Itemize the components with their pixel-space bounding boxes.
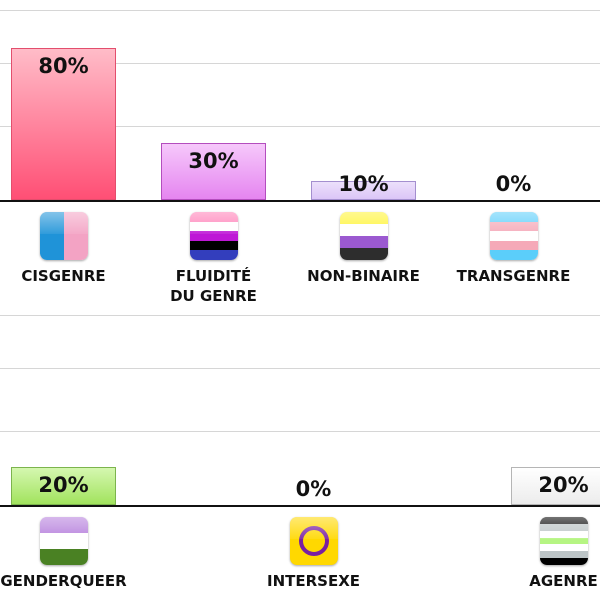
flag-stripe bbox=[489, 240, 538, 251]
bar-genderqueer bbox=[11, 467, 116, 505]
flag-stripe bbox=[339, 224, 388, 236]
transgender-flag-icon bbox=[489, 212, 538, 260]
value-label-transgenre: 0% bbox=[495, 172, 532, 196]
category-label-cisgenre: CISGENRE bbox=[21, 267, 106, 285]
flag-stripe bbox=[189, 212, 238, 222]
flag-stripe bbox=[539, 551, 588, 559]
flag-stripe bbox=[339, 212, 388, 224]
flag-stripe bbox=[339, 236, 388, 248]
category-label-agenre: AGENRE bbox=[529, 572, 598, 590]
flag-stripe bbox=[189, 240, 238, 251]
flag-gloss bbox=[189, 212, 238, 235]
grid-line bbox=[0, 10, 600, 11]
flag-stripe bbox=[189, 250, 238, 260]
flag-gloss bbox=[339, 212, 388, 235]
grid-line bbox=[0, 63, 600, 64]
chart-bottom: 20% GENDERQUEER 0% INTERSEXE 20% AGENRE bbox=[0, 305, 600, 595]
flag-stripe bbox=[539, 537, 588, 545]
flag-half bbox=[63, 212, 88, 260]
value-label-fluidit-du-genre: 30% bbox=[188, 149, 239, 173]
category-label-genderqueer: GENDERQUEER bbox=[0, 572, 127, 590]
flag-stripe bbox=[539, 523, 588, 531]
flag-stripe bbox=[539, 544, 588, 552]
flag-stripe bbox=[539, 530, 588, 538]
flag-gloss bbox=[39, 212, 88, 235]
bar-cisgenre bbox=[11, 48, 116, 200]
chart-top: 80% CISGENRE 30% FLUIDITÉ DU GENRE 10% NON-BI… bbox=[0, 10, 600, 305]
grid-line bbox=[0, 315, 600, 316]
agender-flag-icon bbox=[539, 517, 588, 565]
flag-stripe bbox=[539, 517, 588, 524]
flag-stripe bbox=[39, 517, 88, 533]
axis-baseline bbox=[0, 200, 600, 202]
flag-gloss bbox=[39, 517, 88, 540]
bar-fluidit-du-genre bbox=[161, 143, 266, 200]
flag-stripe bbox=[539, 558, 588, 565]
category-label-fluidit-du-genre: FLUIDITÉ DU GENRE bbox=[170, 267, 257, 305]
grid-line bbox=[0, 126, 600, 127]
value-label-agenre: 20% bbox=[538, 473, 589, 497]
flag-stripe bbox=[489, 212, 538, 222]
bar-non-binaire bbox=[311, 181, 416, 200]
grid-line bbox=[0, 368, 600, 369]
nonbinary-flag-icon bbox=[339, 212, 388, 260]
flag-stripe bbox=[489, 250, 538, 260]
flag-gloss bbox=[539, 517, 588, 540]
genderfluid-flag-icon bbox=[189, 212, 238, 260]
flag-stripe bbox=[39, 549, 88, 565]
flag-gloss bbox=[289, 517, 338, 540]
flag-stripe bbox=[489, 221, 538, 232]
grid-line bbox=[0, 431, 600, 432]
flag-gloss bbox=[489, 212, 538, 235]
flag-stripe bbox=[189, 221, 238, 232]
intersex-flag-icon bbox=[289, 517, 338, 565]
flag-stripe bbox=[39, 533, 88, 549]
genderqueer-flag-icon bbox=[39, 517, 88, 565]
flag-stripe bbox=[489, 231, 538, 241]
category-label-transgenre: TRANSGENRE bbox=[456, 267, 571, 285]
intersex-ring bbox=[298, 526, 329, 556]
cisgender-flag-icon bbox=[39, 212, 88, 260]
category-label-intersexe: INTERSEXE bbox=[266, 572, 361, 590]
flag-stripe bbox=[189, 231, 238, 241]
value-label-genderqueer: 20% bbox=[38, 473, 89, 497]
flag-stripe bbox=[339, 248, 388, 260]
value-label-non-binaire: 10% bbox=[338, 172, 389, 196]
category-label-non-binaire: NON-BINAIRE bbox=[307, 267, 420, 285]
axis-baseline bbox=[0, 505, 600, 507]
value-label-intersexe: 0% bbox=[295, 477, 332, 501]
value-label-cisgenre: 80% bbox=[38, 54, 89, 78]
bar-agenre bbox=[511, 467, 600, 505]
flag-half bbox=[39, 212, 64, 260]
